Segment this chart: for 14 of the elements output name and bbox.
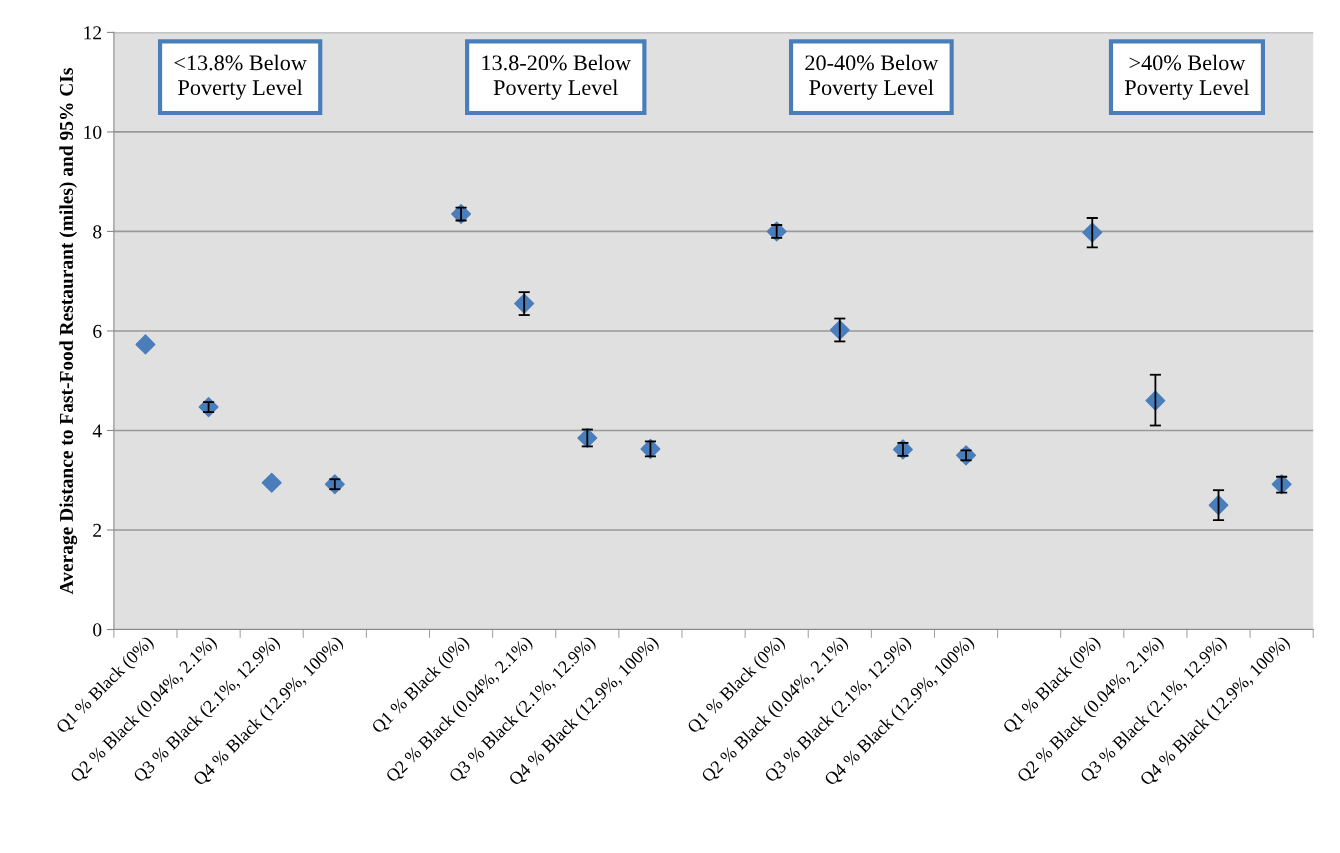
y-tick-label: 0 xyxy=(93,623,102,637)
y-tick-label: 8 xyxy=(93,225,102,239)
annotation: <13.8% Below Poverty Level xyxy=(174,54,307,100)
point xyxy=(135,334,156,355)
y-axis-title: Average Distance to Fast-Food Restaurant (miles) and 95% CIs xyxy=(59,68,78,595)
point xyxy=(261,472,282,493)
y-tick-label: 6 xyxy=(93,324,102,338)
y-tick-label: 2 xyxy=(93,523,102,537)
annotation: 13.8-20% Below Poverty Level xyxy=(482,54,631,100)
y-tick-label: 10 xyxy=(84,125,102,139)
y-tick-label: 4 xyxy=(92,424,102,438)
annotation: >40% Below Poverty Level xyxy=(1124,54,1250,100)
annotation: 20-40% Below Poverty Level xyxy=(805,54,939,100)
y-tick-label: 12 xyxy=(84,26,102,40)
